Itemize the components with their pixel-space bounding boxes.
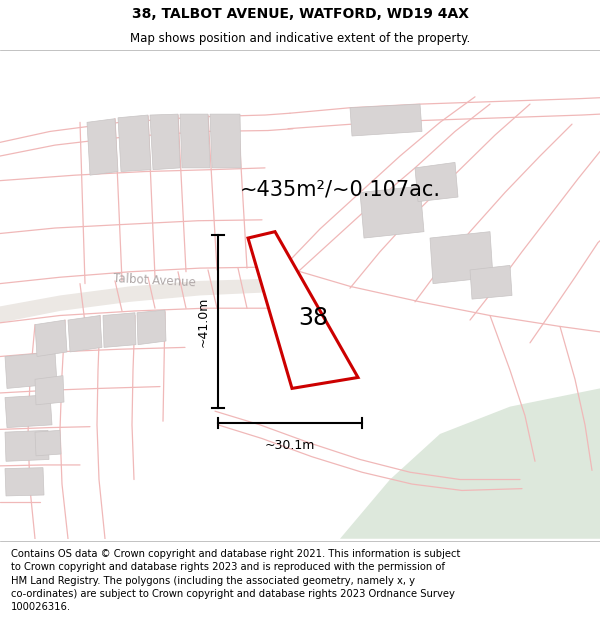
Polygon shape	[340, 388, 600, 539]
Polygon shape	[180, 114, 210, 168]
Text: Talbot Avenue: Talbot Avenue	[113, 272, 197, 289]
Polygon shape	[5, 352, 57, 388]
Text: 38, TALBOT AVENUE, WATFORD, WD19 4AX: 38, TALBOT AVENUE, WATFORD, WD19 4AX	[131, 8, 469, 21]
Polygon shape	[360, 186, 424, 238]
Text: ~435m²/~0.107ac.: ~435m²/~0.107ac.	[239, 180, 440, 200]
Polygon shape	[248, 232, 358, 388]
Polygon shape	[350, 104, 422, 136]
Polygon shape	[5, 431, 49, 461]
Text: Contains OS data © Crown copyright and database right 2021. This information is : Contains OS data © Crown copyright and d…	[11, 549, 460, 612]
Text: ~30.1m: ~30.1m	[265, 439, 315, 452]
Text: ~41.0m: ~41.0m	[197, 297, 210, 347]
Polygon shape	[137, 310, 166, 344]
Polygon shape	[35, 376, 64, 405]
Text: Map shows position and indicative extent of the property.: Map shows position and indicative extent…	[130, 32, 470, 45]
Polygon shape	[150, 114, 180, 170]
Polygon shape	[430, 232, 493, 284]
Polygon shape	[35, 320, 67, 356]
Text: 38: 38	[298, 306, 328, 330]
Polygon shape	[68, 316, 102, 352]
Polygon shape	[0, 278, 285, 322]
Polygon shape	[87, 119, 118, 175]
Polygon shape	[35, 431, 61, 456]
Polygon shape	[210, 114, 241, 168]
Polygon shape	[470, 266, 512, 299]
Polygon shape	[103, 312, 136, 348]
Polygon shape	[5, 468, 44, 496]
Polygon shape	[118, 115, 151, 171]
Polygon shape	[5, 395, 52, 428]
Polygon shape	[415, 162, 458, 202]
